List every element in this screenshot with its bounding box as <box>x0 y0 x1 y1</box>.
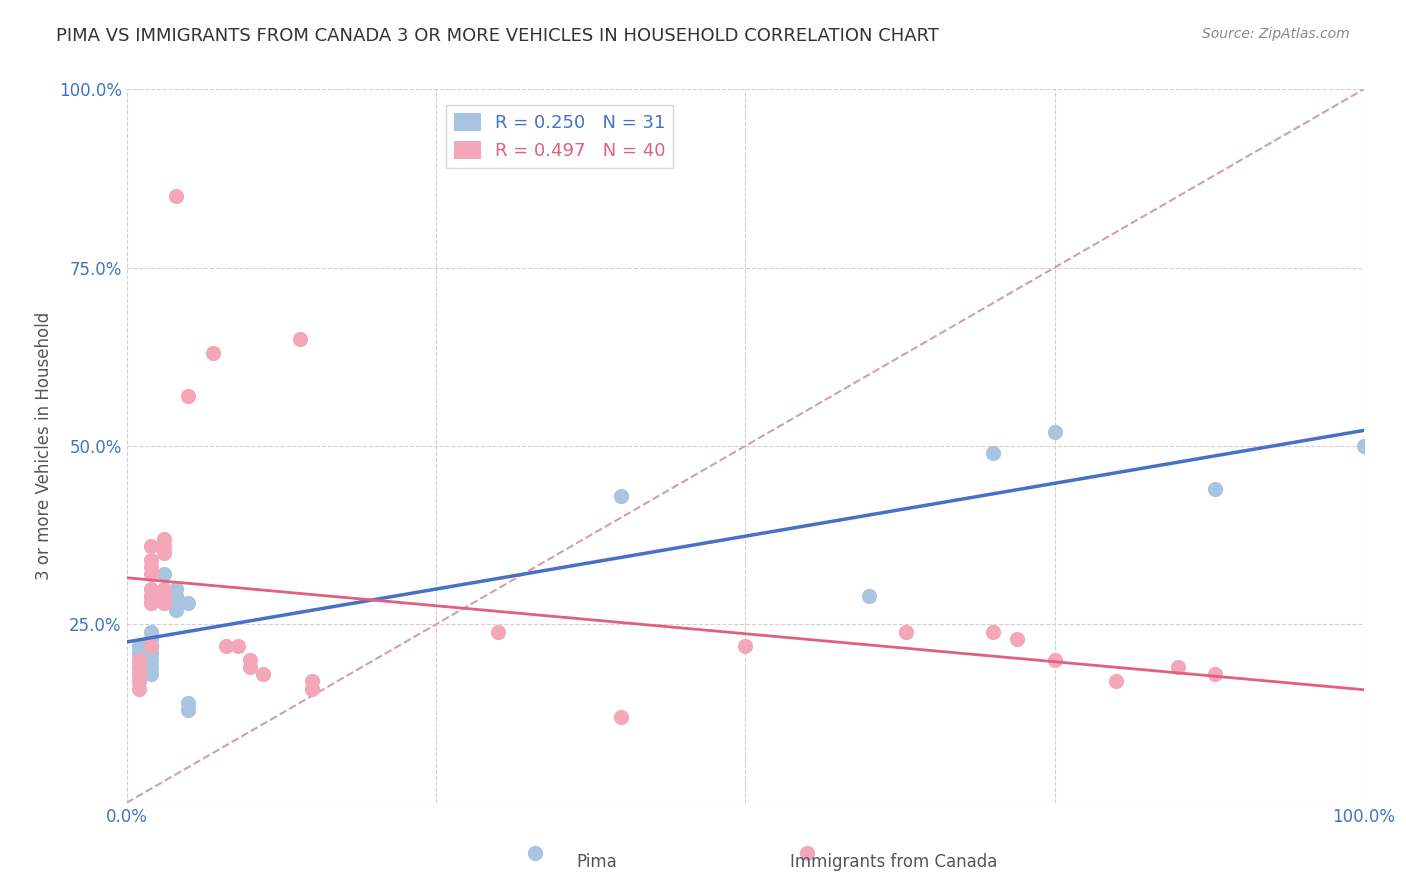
Point <box>202 346 225 360</box>
Point <box>1043 425 1066 439</box>
Point <box>177 596 200 610</box>
Point <box>734 639 756 653</box>
Point <box>141 596 163 610</box>
Point <box>301 674 323 689</box>
Point <box>141 632 163 646</box>
Point <box>141 589 163 603</box>
Point <box>152 546 174 560</box>
Point <box>128 674 150 689</box>
Point <box>152 582 174 596</box>
Point <box>128 646 150 660</box>
Point <box>141 639 163 653</box>
Point <box>1204 667 1226 681</box>
Point <box>141 567 163 582</box>
Point <box>301 681 323 696</box>
Point <box>141 553 163 567</box>
Point <box>141 624 163 639</box>
Text: Source: ZipAtlas.com: Source: ZipAtlas.com <box>1202 27 1350 41</box>
Legend: R = 0.250   N = 31, R = 0.497   N = 40: R = 0.250 N = 31, R = 0.497 N = 40 <box>446 105 673 168</box>
Point <box>128 660 150 674</box>
Point <box>152 596 174 610</box>
Point <box>177 696 200 710</box>
Point <box>177 389 200 403</box>
Point <box>128 681 150 696</box>
Point <box>981 624 1004 639</box>
Text: Immigrants from Canada: Immigrants from Canada <box>790 853 997 871</box>
Point <box>1167 660 1189 674</box>
Point <box>141 646 163 660</box>
Text: Pima: Pima <box>576 853 617 871</box>
Point <box>486 624 509 639</box>
Point <box>141 667 163 681</box>
Point <box>152 567 174 582</box>
Point <box>128 667 150 681</box>
Point <box>141 596 163 610</box>
Point <box>128 667 150 681</box>
Point <box>152 589 174 603</box>
Point <box>128 674 150 689</box>
Point <box>128 660 150 674</box>
Point <box>141 653 163 667</box>
Point <box>226 639 249 653</box>
Point <box>252 667 274 681</box>
Point <box>141 582 163 596</box>
Point <box>610 489 633 503</box>
Point <box>128 639 150 653</box>
Point <box>141 589 163 603</box>
Point <box>128 653 150 667</box>
Point <box>858 589 880 603</box>
Point <box>1007 632 1029 646</box>
Point <box>165 582 187 596</box>
Point <box>288 332 311 346</box>
Point <box>152 589 174 603</box>
Point <box>152 539 174 553</box>
Point <box>610 710 633 724</box>
Point <box>1353 439 1375 453</box>
Point <box>165 603 187 617</box>
Point <box>177 703 200 717</box>
Point <box>981 446 1004 460</box>
Point <box>141 639 163 653</box>
Point <box>894 624 917 639</box>
Point <box>165 589 187 603</box>
Point <box>165 596 187 610</box>
Point <box>128 653 150 667</box>
Point <box>239 660 262 674</box>
Point <box>1105 674 1128 689</box>
Point <box>141 560 163 574</box>
Point <box>152 532 174 546</box>
Point <box>141 660 163 674</box>
Text: PIMA VS IMMIGRANTS FROM CANADA 3 OR MORE VEHICLES IN HOUSEHOLD CORRELATION CHART: PIMA VS IMMIGRANTS FROM CANADA 3 OR MORE… <box>56 27 939 45</box>
Point <box>141 539 163 553</box>
Y-axis label: 3 or more Vehicles in Household: 3 or more Vehicles in Household <box>35 312 53 580</box>
Point <box>152 596 174 610</box>
Point <box>1043 653 1066 667</box>
Point <box>214 639 236 653</box>
Point <box>165 189 187 203</box>
Point <box>239 653 262 667</box>
Point <box>1204 482 1226 496</box>
